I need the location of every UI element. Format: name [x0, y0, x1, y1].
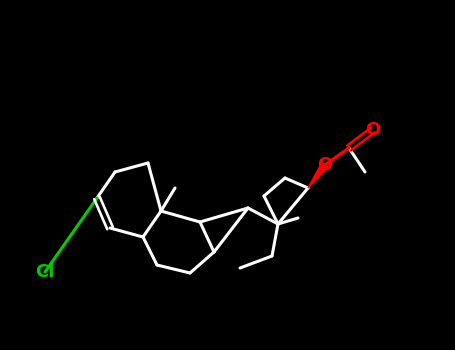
- Polygon shape: [308, 163, 328, 188]
- Text: O: O: [365, 121, 381, 139]
- Text: Cl: Cl: [35, 263, 55, 281]
- Text: O: O: [318, 156, 333, 174]
